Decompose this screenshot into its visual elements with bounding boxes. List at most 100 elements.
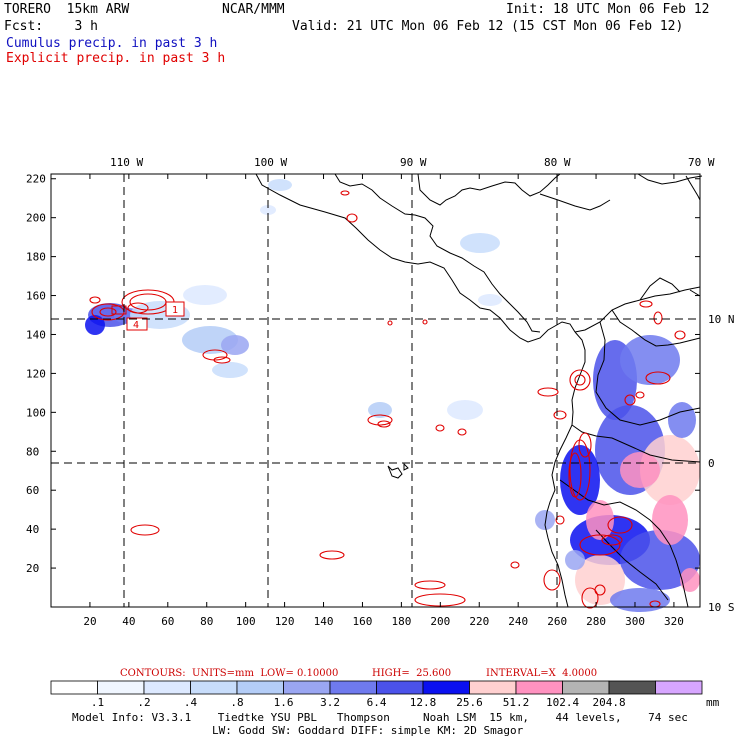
x-tick-label: 60: [161, 615, 174, 628]
coastlines: [255, 173, 703, 608]
valid-time: Valid: 21 UTC Mon 06 Feb 12 (15 CST Mon …: [292, 19, 684, 34]
colorbar-label: 102.4: [546, 696, 579, 709]
colorbar-swatch: [562, 680, 610, 695]
precip-area-7: [183, 285, 227, 305]
y-tick-label: 60: [26, 484, 39, 497]
lat-label-0: 0: [708, 457, 715, 470]
colorbar-swatch: [608, 680, 656, 695]
contour-high-label: HIGH= 25.600: [372, 668, 452, 679]
precip-area-27: [620, 452, 660, 488]
x-tick-label: 260: [547, 615, 567, 628]
colorbar: [50, 680, 703, 695]
colorbar-label: 25.6: [456, 696, 483, 709]
graticule: [51, 174, 700, 607]
x-tick-label: 300: [625, 615, 645, 628]
lon-label-90w: 90 W: [400, 156, 427, 169]
lat-label-10n: 10 N: [708, 313, 735, 326]
x-tick-label: 160: [353, 615, 373, 628]
x-tick-label: 320: [664, 615, 684, 628]
precip-area-21: [575, 555, 625, 605]
precip-area-23: [565, 550, 585, 570]
y-tick-label: 40: [26, 523, 39, 536]
center-name: NCAR/MMM: [222, 2, 285, 17]
map-frame: [50, 173, 701, 608]
contour-units-label: CONTOURS: UNITS=mm LOW= 0.10000: [120, 668, 339, 679]
colorbar-swatch: [329, 680, 377, 695]
colorbar-label: 1.6: [274, 696, 294, 709]
colorbar-swatch: [515, 680, 563, 695]
model-title: TORERO 15km ARW: [4, 2, 130, 17]
x-tick-label: 240: [508, 615, 528, 628]
field-cumulus-label: Cumulus precip. in past 3 h: [6, 36, 218, 51]
field-explicit-label: Explicit precip. in past 3 h: [6, 51, 226, 66]
y-tick-label: 120: [26, 367, 46, 380]
precip-area-5: [221, 335, 249, 355]
precip-area-15: [620, 335, 680, 385]
y-tick-label: 200: [26, 212, 46, 225]
x-tick-label: 200: [430, 615, 450, 628]
precip-area-18: [640, 435, 700, 505]
x-tick-label: 280: [586, 615, 606, 628]
precip-area-24: [668, 402, 696, 438]
y-tick-label: 100: [26, 406, 46, 419]
y-tick-label: 220: [26, 173, 46, 186]
precip-area-26: [652, 495, 688, 545]
colorbar-label: .1: [91, 696, 104, 709]
lon-label-80w: 80 W: [544, 156, 571, 169]
precip-shading: [85, 179, 700, 612]
precip-area-8: [268, 179, 292, 191]
precip-area-12: [368, 402, 392, 418]
x-tick-label: 220: [469, 615, 489, 628]
colorbar-swatch: [50, 680, 98, 695]
colorbar-swatch: [655, 680, 703, 695]
precip-area-9: [260, 205, 276, 215]
colorbar-swatch: [190, 680, 238, 695]
colorbar-swatch: [469, 680, 517, 695]
model-info-line2: LW: Godd SW: Goddard DIFF: simple KM: 2D…: [212, 724, 524, 737]
precip-area-22: [610, 588, 670, 612]
lat-label-10s: 10 S: [708, 601, 735, 614]
x-tick-label: 100: [236, 615, 256, 628]
colorbar-unit: mm: [706, 696, 720, 709]
precip-area-25: [535, 510, 555, 530]
colorbar-swatch: [422, 680, 470, 695]
colorbar-label: .4: [184, 696, 198, 709]
x-tick-label: 120: [275, 615, 295, 628]
colorbar-label: 204.8: [593, 696, 626, 709]
colorbar-swatch: [236, 680, 284, 695]
y-tick-label: 180: [26, 251, 46, 264]
init-time: Init: 18 UTC Mon 06 Feb 12: [506, 2, 710, 17]
colorbar-swatch: [97, 680, 145, 695]
y-tick-label: 80: [26, 445, 39, 458]
x-tick-label: 40: [122, 615, 135, 628]
x-tick-label: 180: [391, 615, 411, 628]
x-tick-label: 80: [200, 615, 213, 628]
explicit-precip-contours: [89, 190, 686, 609]
model-info-line1: Model Info: V3.3.1 Tiedtke YSU PBL Thomp…: [72, 711, 688, 724]
colorbar-swatch: [283, 680, 331, 695]
precip-area-11: [478, 294, 502, 306]
lon-label-100w: 100 W: [254, 156, 287, 169]
colorbar-swatch: [376, 680, 424, 695]
colorbar-label: .2: [137, 696, 150, 709]
colorbar-swatch: [143, 680, 191, 695]
precip-area-28: [586, 500, 614, 540]
box-label-2: 1: [172, 305, 178, 316]
y-tick-label: 160: [26, 290, 46, 303]
y-tick-label: 140: [26, 328, 46, 341]
colorbar-label: 3.2: [320, 696, 340, 709]
y-tick-label: 20: [26, 562, 39, 575]
box-label-1: 4: [133, 320, 139, 331]
colorbar-label: 6.4: [367, 696, 387, 709]
contour-label-boxes: 4 1: [111, 301, 185, 331]
x-tick-label: 140: [314, 615, 334, 628]
colorbar-label: .8: [230, 696, 243, 709]
lon-label-110w: 110 W: [110, 156, 143, 169]
axis-ticks: [51, 174, 700, 607]
contour-interval-label: INTERVAL=X 4.0000: [486, 668, 598, 679]
precip-area-6: [212, 362, 248, 378]
colorbar-label: 51.2: [503, 696, 530, 709]
precip-area-2: [85, 315, 105, 335]
precip-area-13: [447, 400, 483, 420]
